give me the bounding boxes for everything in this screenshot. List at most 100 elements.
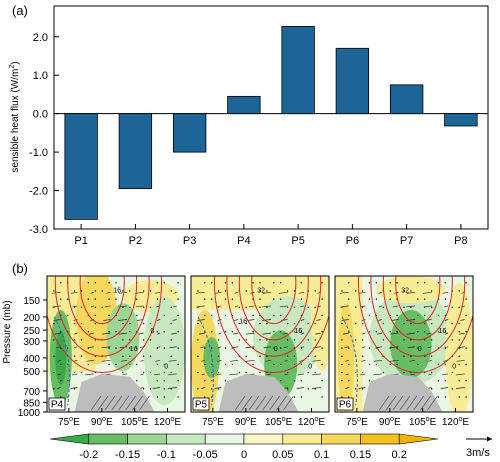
significance-dot (341, 355, 343, 357)
wind-vector (298, 291, 305, 294)
wind-vector (54, 332, 61, 335)
significance-dot (259, 306, 261, 308)
wind-vector (72, 305, 78, 308)
wind-vector (57, 387, 61, 389)
significance-dot (177, 363, 179, 366)
significance-dot (245, 371, 247, 374)
significance-dot (217, 290, 220, 292)
wind-vector (311, 373, 321, 376)
significance-dot (122, 371, 124, 374)
wind-vector (197, 319, 205, 321)
significance-dot (170, 306, 172, 308)
wind-vector (459, 332, 465, 335)
significance-dot (273, 347, 275, 349)
significance-dot (211, 282, 213, 284)
contour-line (47, 276, 163, 374)
wind-vector (406, 319, 416, 321)
significance-dot (94, 306, 97, 308)
colorbar-label: -0.05 (193, 449, 218, 461)
significance-dot (60, 396, 62, 398)
significance-dot (156, 331, 159, 333)
wind-vector (300, 319, 305, 321)
colorbar-segment (282, 433, 322, 445)
significance-dot (129, 339, 131, 341)
wind-vector (57, 359, 61, 362)
wind-vector (263, 346, 272, 349)
hatch-line (234, 395, 246, 411)
wind-vector (455, 387, 465, 389)
pressure-tick-label: 300 (23, 337, 40, 348)
wind-vector (153, 373, 161, 376)
significance-dot (67, 380, 69, 382)
significance-dot (87, 331, 90, 333)
significance-dot (410, 322, 412, 325)
wind-vector (426, 332, 432, 335)
wind-vector (361, 359, 366, 362)
significance-dot (163, 380, 165, 382)
wind-vector (300, 346, 305, 349)
colorbar-label: 0 (241, 449, 247, 461)
cross-section-p6: 32 16 0 0 P6 75oE 90oE 105oE 120oE (334, 275, 474, 428)
significance-dot (204, 314, 206, 317)
significance-dot (115, 331, 117, 333)
wind-vector (445, 332, 449, 335)
significance-dot (129, 322, 131, 325)
hatch-line (125, 395, 136, 411)
topography-mask (362, 373, 443, 412)
significance-dot (217, 388, 220, 390)
panel-label-box (48, 397, 66, 411)
wind-vector (342, 332, 349, 335)
wind-vector (422, 291, 432, 294)
negative-anomaly-area (390, 310, 432, 378)
significance-dot (177, 314, 179, 317)
significance-dot (101, 290, 103, 292)
contour-line (370, 276, 466, 357)
colorbar-segment (204, 433, 245, 445)
significance-dot (60, 380, 62, 382)
significance-dot (94, 339, 97, 341)
pressure-tick-label: 850 (23, 398, 40, 409)
significance-dot (430, 355, 433, 357)
vector-reference-label: 3m/s (466, 447, 490, 459)
significance-dot (224, 282, 227, 284)
contour-line (54, 276, 150, 357)
x-tick-label: P1 (74, 235, 87, 247)
significance-dot (348, 363, 350, 366)
significance-dot (280, 347, 282, 349)
wind-vector (358, 291, 366, 294)
significance-dot (177, 331, 179, 333)
wind-vector (358, 387, 366, 389)
wind-vector (104, 305, 111, 308)
significance-dot (341, 347, 343, 349)
significance-dot (458, 331, 460, 333)
wind-vector (262, 305, 272, 308)
wind-vector (155, 359, 161, 362)
significance-dot (80, 306, 83, 308)
significance-dot (307, 306, 309, 308)
x-tick-label: P6 (346, 235, 359, 247)
significance-dot (437, 363, 440, 366)
significance-dot (197, 290, 199, 292)
wind-vector (218, 346, 222, 349)
cross-section-frame (334, 275, 474, 413)
significance-dot (211, 380, 213, 382)
x-tick-label: P3 (183, 235, 196, 247)
pressure-tick-label: 700 (23, 387, 40, 398)
significance-dot (252, 331, 254, 333)
bar-p4 (227, 95, 261, 115)
significance-dot (67, 363, 69, 366)
colorbar-label: 0.15 (350, 449, 371, 461)
significance-dot (348, 314, 350, 317)
panel-b-label: (b) (12, 261, 28, 276)
significance-dot (197, 355, 199, 357)
wind-vector (138, 332, 144, 335)
longitude-tick-label: 105oE (121, 416, 149, 428)
colorbar-label: -0.2 (79, 449, 98, 461)
wind-vector (229, 373, 238, 376)
wind-vector (200, 346, 205, 349)
significance-dot (403, 371, 405, 374)
significance-dot (293, 306, 296, 308)
significance-dot (307, 339, 309, 341)
significance-dot (142, 355, 145, 357)
significance-dot (430, 371, 433, 374)
